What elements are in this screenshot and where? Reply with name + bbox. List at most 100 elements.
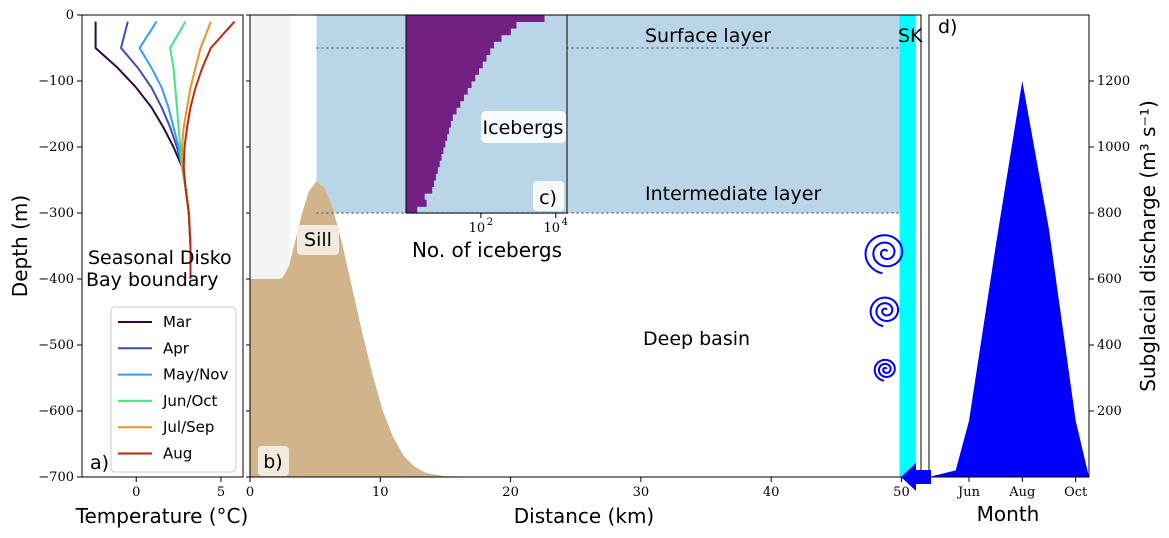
panel-d-ytick-label: 600 <box>1097 272 1122 287</box>
deep-basin-label: Deep basin <box>643 328 750 350</box>
panel-a-ytick-label: −500 <box>38 338 74 353</box>
panel-b-xtick-label: 20 <box>502 485 519 500</box>
iceberg-bar <box>406 34 502 42</box>
panel-b-xtick-label: 0 <box>246 485 254 500</box>
legend-entry-apr: Apr <box>163 339 190 357</box>
panel-a-label: a) <box>90 452 109 474</box>
panel-d-ytick-label: 800 <box>1097 206 1122 221</box>
panel-d-xtick-label-jun: Jun <box>956 485 981 500</box>
panel-d-ytick-label: 1200 <box>1097 74 1130 89</box>
iceberg-bar <box>406 87 468 95</box>
iceberg-bar <box>406 100 461 108</box>
iceberg-bar <box>406 206 418 214</box>
sill-label: Sill <box>304 229 332 251</box>
panel-a-ticks: 0 −100 −200 −300 −400 −500 −600 −700 0 5 <box>38 8 225 500</box>
panel-c-iceberg-histogram: 10 2 10 4 Icebergs c) No. of icebergs <box>405 14 568 262</box>
iceberg-bar <box>406 193 425 201</box>
panel-a-xtick-label: 5 <box>217 485 225 500</box>
panel-d-ytick-label: 400 <box>1097 338 1122 353</box>
iceberg-bar <box>406 54 487 62</box>
panel-d-xtick-label-aug: Aug <box>1008 485 1035 500</box>
iceberg-bar <box>406 140 446 148</box>
panel-a-annotation-line2: Bay boundary <box>86 269 219 291</box>
panel-d-label: d) <box>938 16 957 38</box>
legend-entry-mar: Mar <box>163 313 192 331</box>
panel-d-ytick-label: 1000 <box>1097 140 1130 155</box>
legend-entry-jul-sep: Jul/Sep <box>162 418 214 436</box>
iceberg-bar <box>406 186 433 194</box>
discharge-area <box>929 81 1089 477</box>
panel-a-legend: Mar Apr May/Nov Jun/Oct Jul/Sep Aug <box>110 306 237 473</box>
iceberg-bar <box>406 15 545 22</box>
panel-d-discharge: 200 400 600 800 1000 1200 Jun Aug Oct d) Month S… <box>928 14 1160 526</box>
legend-entry-may-nov: May/Nov <box>163 366 228 384</box>
iceberg-bar <box>406 41 494 49</box>
sill-label-box <box>297 225 339 255</box>
panel-c-frame <box>405 14 568 214</box>
panel-b-xlabel: Distance (km) <box>514 504 654 528</box>
panel-c-xlabel: No. of icebergs <box>412 238 562 262</box>
profile-line-aug <box>182 20 236 279</box>
panel-d-fill <box>929 81 1089 477</box>
legend-entry-aug: Aug <box>163 445 192 463</box>
panel-b-xtick-label: 50 <box>893 485 910 500</box>
eddy-spiral-icon <box>869 296 900 328</box>
iceberg-bar <box>406 160 440 168</box>
panel-b-xtick-label: 30 <box>633 485 650 500</box>
legend-entry-jun-oct: Jun/Oct <box>162 392 218 410</box>
surface-layer-label: Surface layer <box>645 25 771 47</box>
panel-b-label: b) <box>263 451 282 473</box>
panel-c-xtick-label: 10 <box>543 221 560 236</box>
intermediate-layer-label: Intermediate layer <box>645 183 821 205</box>
panel-b-frame <box>249 14 922 478</box>
panel-b-label-box <box>258 446 289 476</box>
eddy-spiral-icon <box>873 358 896 382</box>
iceberg-bar <box>406 120 451 128</box>
iceberg-bar <box>406 28 511 36</box>
glacier-terminus <box>899 15 916 477</box>
panel-a-annotation-line1: Seasonal Disko <box>88 247 232 269</box>
profile-line-jun-oct <box>169 21 192 279</box>
panel-c-xtick-label: 10 <box>469 221 486 236</box>
panel-a-ylabel: Depth (m) <box>8 195 32 297</box>
panel-b-fjord-section: 0 10 20 30 40 50 Surface layer Intermediate l… <box>246 14 923 528</box>
bathymetry-area <box>250 181 902 478</box>
iceberg-bar <box>406 48 491 55</box>
icebergs-label-box <box>481 111 566 143</box>
panel-b-xtick-label: 40 <box>763 485 780 500</box>
iceberg-bar <box>406 114 453 121</box>
iceberg-bar <box>406 94 465 102</box>
iceberg-bar <box>406 74 476 82</box>
panel-a-frame <box>81 14 244 478</box>
panel-c-bars <box>406 15 545 214</box>
panel-d-ticks: 200 400 600 800 1000 1200 Jun Aug Oct <box>956 74 1130 500</box>
panel-b-ticks: 0 10 20 30 40 50 <box>246 14 910 500</box>
glacier-label: SK <box>898 25 923 47</box>
iceberg-bar <box>406 127 450 135</box>
iceberg-bar <box>406 199 427 207</box>
iceberg-bar <box>406 153 442 161</box>
iceberg-bar <box>406 133 448 141</box>
panel-a-temperature-profile: 0 −100 −200 −300 −400 −500 −600 −700 0 5 Seasonal… <box>8 8 248 528</box>
panel-d-xtick-label-oct: Oct <box>1064 485 1088 500</box>
panel-a-xlabel: Temperature (°C) <box>75 504 249 528</box>
discharge-arrow-icon <box>901 463 931 491</box>
iceberg-bar <box>406 166 438 174</box>
panel-a-ytick-label: −300 <box>38 206 74 221</box>
panel-a-profile-lines <box>94 20 236 279</box>
panel-a-ytick-label: −200 <box>38 140 74 155</box>
panel-c-label: c) <box>539 187 557 209</box>
panel-b-xtick-label: 10 <box>372 485 389 500</box>
panel-d-xlabel: Month <box>977 502 1040 526</box>
panel-b-fills <box>250 15 916 478</box>
iceberg-bar <box>406 180 435 187</box>
panel-c-ticks: 10 2 10 4 <box>469 213 568 236</box>
profile-line-mar <box>94 21 192 279</box>
iceberg-bar <box>406 21 517 29</box>
panel-c-xtick-exponent: 4 <box>562 217 568 228</box>
iceberg-bar <box>406 67 480 75</box>
panel-c-label-box <box>533 181 564 211</box>
eddy-spiral-icon <box>864 234 904 275</box>
iceberg-bar <box>406 147 444 154</box>
